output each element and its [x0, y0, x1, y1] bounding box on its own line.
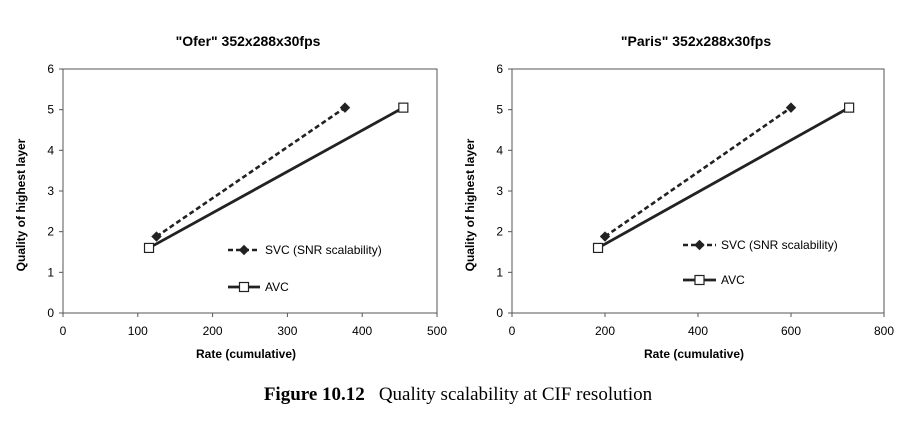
- legend-marker: [694, 239, 705, 251]
- y-tick-label: 4: [47, 143, 54, 157]
- y-tick-label: 0: [496, 306, 503, 320]
- legend-label: AVC: [265, 280, 289, 294]
- avc-data-point: [592, 242, 604, 254]
- avc-data-point: [143, 242, 155, 254]
- y-tick-label: 6: [47, 62, 54, 76]
- x-tick-label: 500: [427, 324, 447, 338]
- x-tick-label: 400: [352, 324, 372, 338]
- svc-data-point: [151, 231, 162, 242]
- y-tick-label: 1: [496, 265, 503, 279]
- chart-1: "Ofer" 352x288x30fps 0 1 2 3 4 5 6 0 100 200 300 400…: [14, 33, 447, 361]
- y-tick-label: 3: [47, 184, 54, 198]
- y-tick-label: 4: [496, 143, 503, 157]
- y-tick-label: 5: [47, 103, 54, 117]
- x-axis-label: Rate (cumulative): [644, 347, 744, 361]
- y-tick-label: 1: [47, 265, 54, 279]
- legend-marker: [694, 274, 705, 286]
- chart-title: "Paris" 352x288x30fps: [621, 33, 771, 49]
- figure-caption-text: Quality scalability at CIF resolution: [378, 384, 653, 405]
- legend-label: SVC (SNR scalability): [721, 238, 838, 252]
- svc-series-line: [155, 106, 346, 238]
- chart-2: "Paris" 352x288x30fps 0 1 2 3 4 5 6 0 200 400 600 80…: [463, 33, 894, 361]
- y-tick-label: 5: [496, 103, 503, 117]
- legend-marker: [238, 244, 250, 256]
- x-tick-label: 0: [509, 324, 516, 338]
- y-tick-label: 3: [496, 184, 503, 198]
- x-tick-label: 600: [781, 324, 801, 338]
- chart-title: "Ofer" 352x288x30fps: [176, 33, 321, 49]
- x-tick-label: 400: [688, 324, 708, 338]
- x-tick-label: 0: [60, 324, 67, 338]
- svc-data-point: [599, 231, 611, 242]
- avc-series-line: [597, 106, 850, 250]
- y-axis-label: Quality of highest layer: [463, 138, 477, 271]
- figure-caption: Figure 10.12 Quality scalability at CIF r…: [0, 384, 916, 406]
- legend-label: SVC (SNR scalability): [265, 243, 382, 257]
- x-tick-label: 200: [203, 324, 223, 338]
- legend-label: AVC: [721, 273, 745, 287]
- y-tick-label: 2: [47, 225, 54, 239]
- y-tick-label: 0: [47, 306, 54, 320]
- x-axis-label: Rate (cumulative): [196, 347, 296, 361]
- avc-series-line: [148, 106, 405, 250]
- avc-data-point: [844, 102, 855, 113]
- svc-data-point: [785, 102, 797, 113]
- y-tick-label: 2: [496, 225, 503, 239]
- x-tick-label: 100: [128, 324, 148, 338]
- y-tick-label: 6: [496, 62, 503, 76]
- y-axis-label: Quality of highest layer: [14, 138, 28, 271]
- x-tick-label: 200: [595, 324, 615, 338]
- legend-marker: [238, 281, 250, 293]
- figure-number: Figure 10.12: [263, 384, 365, 405]
- x-tick-label: 800: [874, 324, 894, 338]
- svc-series-line: [604, 106, 792, 238]
- svc-data-point: [339, 102, 351, 113]
- x-tick-label: 300: [277, 324, 297, 338]
- avc-data-point: [398, 102, 409, 113]
